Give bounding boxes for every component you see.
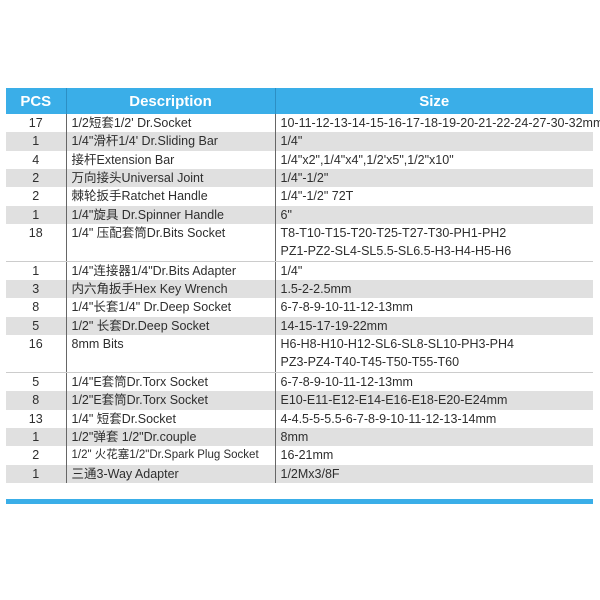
table-row: 4 接杆Extension Bar 1/4"x2",1/4"x4",1/2'x5",… [6, 150, 593, 170]
table-row: 2 棘轮扳手Ratchet Handle 1/4"-1/2" 72T [6, 187, 593, 206]
pcs-cell: 2 [6, 187, 67, 206]
description-cell: 棘轮扳手Ratchet Handle [66, 187, 276, 206]
size-line: 1/4"-1/2" 72T [280, 189, 354, 204]
table-row: 8 1/2"E套筒Dr.Torx Socket E10-E11-E12-E14-E1… [6, 391, 593, 410]
pcs-cell: 5 [6, 372, 67, 392]
size-line: 1.5-2-2.5mm [280, 282, 352, 297]
description-cell: 1/4"连接器1/4"Dr.Bits Adapter [66, 261, 276, 281]
table-row: 1 1/4"滑杆1/4' Dr.Sliding Bar 1/4" [6, 132, 593, 151]
size-line: 6" [280, 207, 292, 222]
size-line: 1/2Mx3/8F [280, 466, 340, 481]
table-row: 5 1/4"E套筒Dr.Torx Socket 6-7-8-9-10-11-12-1… [6, 372, 593, 392]
size-cell: 1/4" [275, 261, 593, 280]
description-cell: 三通3-Way Adapter [66, 464, 276, 483]
size-line: 1/4" [280, 263, 303, 278]
size-cell: 6-7-8-9-10-11-12-13mm [275, 298, 593, 316]
description-cell: 1/2短套1/2' Dr.Socket [66, 114, 276, 133]
description-cell: 1/4"长套1/4" Dr.Deep Socket [66, 298, 276, 317]
table-row: 3 内六角扳手Hex Key Wrench 1.5-2-2.5mm [6, 280, 593, 299]
size-line: 1/4"x2",1/4"x4",1/2'x5",1/2"x10" [280, 152, 454, 167]
description-cell: 万向接头Universal Joint [66, 169, 276, 188]
description-cell: 1/4"旋具 Dr.Spinner Handle [66, 205, 276, 225]
pcs-cell: 1 [6, 205, 67, 225]
pcs-cell: 8 [6, 391, 67, 410]
description-cell: 1/2"弹套 1/2"Dr.couple [66, 427, 276, 447]
size-cell: 4-4.5-5-5.5-6-7-8-9-10-11-12-13-14mm [275, 410, 593, 428]
pcs-cell: 3 [6, 280, 67, 299]
size-cell: 14-15-17-19-22mm [275, 316, 593, 336]
pcs-cell: 4 [6, 150, 67, 170]
description-cell: 1/2"E套筒Dr.Torx Socket [66, 391, 276, 410]
size-cell: 1/4"x2",1/4"x4",1/2'x5",1/2"x10" [275, 151, 593, 169]
pcs-cell: 17 [6, 114, 67, 133]
table-row: 1 1/4"连接器1/4"Dr.Bits Adapter 1/4" [6, 261, 593, 281]
pcs-cell: 13 [6, 409, 67, 428]
size-cell: 1/4"-1/2" 72T [275, 187, 593, 205]
description-cell: 1/4" 压配套筒Dr.Bits Socket [66, 224, 276, 262]
parts-table: PCS Description Size 17 1/2短套1/2' Dr.Sock… [6, 88, 600, 483]
description-cell: 内六角扳手Hex Key Wrench [66, 280, 276, 299]
table-row: 2 万向接头Universal Joint 1/4"-1/2" [6, 169, 593, 188]
size-line: 6-7-8-9-10-11-12-13mm [280, 374, 413, 389]
table-row: 2 1/2" 火花塞1/2"Dr.Spark Plug Socket 16-21mm [6, 446, 593, 465]
pcs-cell: 1 [6, 261, 67, 281]
table-row: 5 1/2" 长套Dr.Deep Socket 14-15-17-19-22mm [6, 316, 593, 336]
size-line: 1/4" [280, 134, 303, 149]
table-row: 1 三通3-Way Adapter 1/2Mx3/8F [6, 464, 593, 483]
table-row: 13 1/4" 短套Dr.Socket 4-4.5-5-5.5-6-7-8-9-10… [6, 409, 593, 428]
size-cell: 8mm [275, 427, 593, 447]
size-cell: 6-7-8-9-10-11-12-13mm [275, 372, 593, 391]
size-line: 6-7-8-9-10-11-12-13mm [280, 300, 413, 315]
size-cell: 10-11-12-13-14-15-16-17-18-19-20-21-22-2… [275, 114, 600, 132]
size-cell: 1/4"-1/2" [275, 169, 593, 188]
description-cell: 1/4"滑杆1/4' Dr.Sliding Bar [66, 132, 276, 151]
size-cell: 1/4" [275, 132, 593, 151]
header-description: Description [66, 88, 276, 114]
table-row: 17 1/2短套1/2' Dr.Socket 10-11-12-13-14-15-1… [6, 114, 600, 133]
bottom-bar [6, 499, 593, 504]
size-cell: E10-E11-E12-E14-E16-E18-E20-E24mm [275, 391, 593, 410]
table-row: 8 1/4"长套1/4" Dr.Deep Socket 6-7-8-9-10-11-… [6, 298, 593, 317]
size-line: 8mm [280, 429, 309, 444]
table-header: PCS Description Size [6, 88, 593, 114]
size-line: H6-H8-H10-H12-SL6-SL8-SL10-PH3-PH4 [280, 337, 514, 352]
size-cell: H6-H8-H10-H12-SL6-SL8-SL10-PH3-PH4 PZ3-PZ… [275, 335, 593, 373]
description-cell: 1/4"E套筒Dr.Torx Socket [66, 372, 276, 392]
size-line: T8-T10-T15-T20-T25-T27-T30-PH1-PH2 [280, 226, 507, 241]
size-line: 10-11-12-13-14-15-16-17-18-19-20-21-22-2… [280, 116, 600, 130]
description-cell: 接杆Extension Bar [66, 150, 276, 170]
size-line: 14-15-17-19-22mm [280, 318, 388, 333]
size-cell: 6" [275, 205, 593, 225]
pcs-cell: 16 [6, 335, 67, 373]
size-cell: 1.5-2-2.5mm [275, 280, 593, 299]
description-cell: 8mm Bits [66, 335, 276, 373]
pcs-cell: 1 [6, 132, 67, 151]
size-cell: 16-21mm [275, 446, 593, 464]
pcs-cell: 8 [6, 298, 67, 317]
size-line: E10-E11-E12-E14-E16-E18-E20-E24mm [280, 393, 508, 408]
size-line: 16-21mm [280, 448, 334, 463]
size-line: PZ1-PZ2-SL4-SL5.5-SL6.5-H3-H4-H5-H6 [280, 244, 512, 259]
description-cell: 1/2" 火花塞1/2"Dr.Spark Plug Socket [66, 446, 276, 465]
pcs-cell: 1 [6, 427, 67, 447]
pcs-cell: 2 [6, 169, 67, 188]
pcs-cell: 1 [6, 464, 67, 483]
size-line: 4-4.5-5-5.5-6-7-8-9-10-11-12-13-14mm [280, 411, 497, 426]
description-cell: 1/4" 短套Dr.Socket [66, 409, 276, 428]
table-row: 18 1/4" 压配套筒Dr.Bits Socket T8-T10-T15-T20-… [6, 224, 593, 262]
table-row: 1 1/2"弹套 1/2"Dr.couple 8mm [6, 427, 593, 447]
size-cell: T8-T10-T15-T20-T25-T27-T30-PH1-PH2 PZ1-PZ… [275, 224, 593, 262]
pcs-cell: 18 [6, 224, 67, 262]
pcs-cell: 5 [6, 316, 67, 336]
table-row: 1 1/4"旋具 Dr.Spinner Handle 6" [6, 205, 593, 225]
table-row: 16 8mm Bits H6-H8-H10-H12-SL6-SL8-SL10-PH3… [6, 335, 593, 373]
header-pcs: PCS [6, 88, 67, 114]
size-line: 1/4"-1/2" [280, 171, 329, 186]
header-size: Size [275, 88, 593, 114]
size-line: PZ3-PZ4-T40-T45-T50-T55-T60 [280, 355, 460, 370]
description-cell: 1/2" 长套Dr.Deep Socket [66, 316, 276, 336]
size-cell: 1/2Mx3/8F [275, 464, 593, 483]
pcs-cell: 2 [6, 446, 67, 465]
